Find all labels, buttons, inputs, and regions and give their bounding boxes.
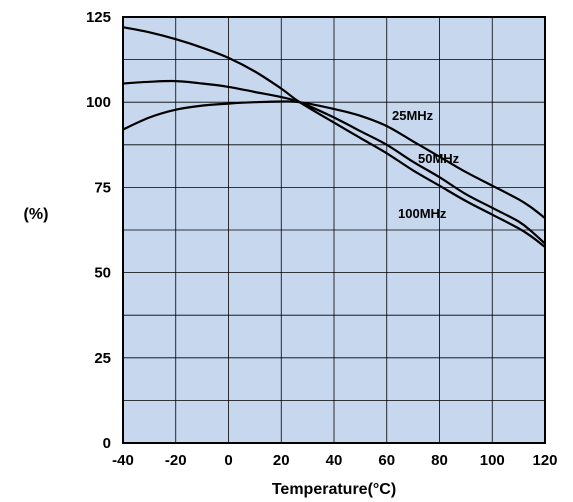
y-tick-label: 100 <box>86 94 111 111</box>
y-tick-label: 0 <box>103 435 111 452</box>
x-tick-label: 40 <box>326 452 343 469</box>
x-tick-label: 0 <box>224 452 232 469</box>
x-tick-label: 20 <box>273 452 290 469</box>
x-axis-label: Temperature(°C) <box>272 481 396 498</box>
y-tick-label: 25 <box>94 350 111 367</box>
series-label-100mhz: 100MHz <box>398 206 447 221</box>
x-tick-labels: -40 -20 0 20 40 60 80 100 120 <box>112 452 557 469</box>
series-line-100mhz <box>122 26 546 248</box>
y-tick-label: 125 <box>86 9 111 26</box>
x-tick-label: -20 <box>165 452 187 469</box>
y-tick-labels: 0 25 50 75 100 125 <box>86 9 111 452</box>
y-tick-label: 75 <box>94 179 111 196</box>
x-tick-label: 60 <box>378 452 395 469</box>
x-tick-label: -40 <box>112 452 134 469</box>
x-tick-label: 120 <box>532 452 557 469</box>
series-line-25mhz <box>122 100 546 219</box>
series-label-25mhz: 25MHz <box>392 108 434 123</box>
series-lines <box>122 26 546 248</box>
y-axis-label: (%) <box>24 206 49 223</box>
x-tick-label: 100 <box>480 452 505 469</box>
plot-frame <box>122 16 546 444</box>
series-labels: 25MHz 50MHz 100MHz <box>392 108 460 221</box>
x-tick-label: 80 <box>431 452 448 469</box>
series-line-50mhz <box>122 79 546 245</box>
series-label-50mhz: 50MHz <box>418 151 460 166</box>
y-tick-label: 50 <box>94 265 111 282</box>
